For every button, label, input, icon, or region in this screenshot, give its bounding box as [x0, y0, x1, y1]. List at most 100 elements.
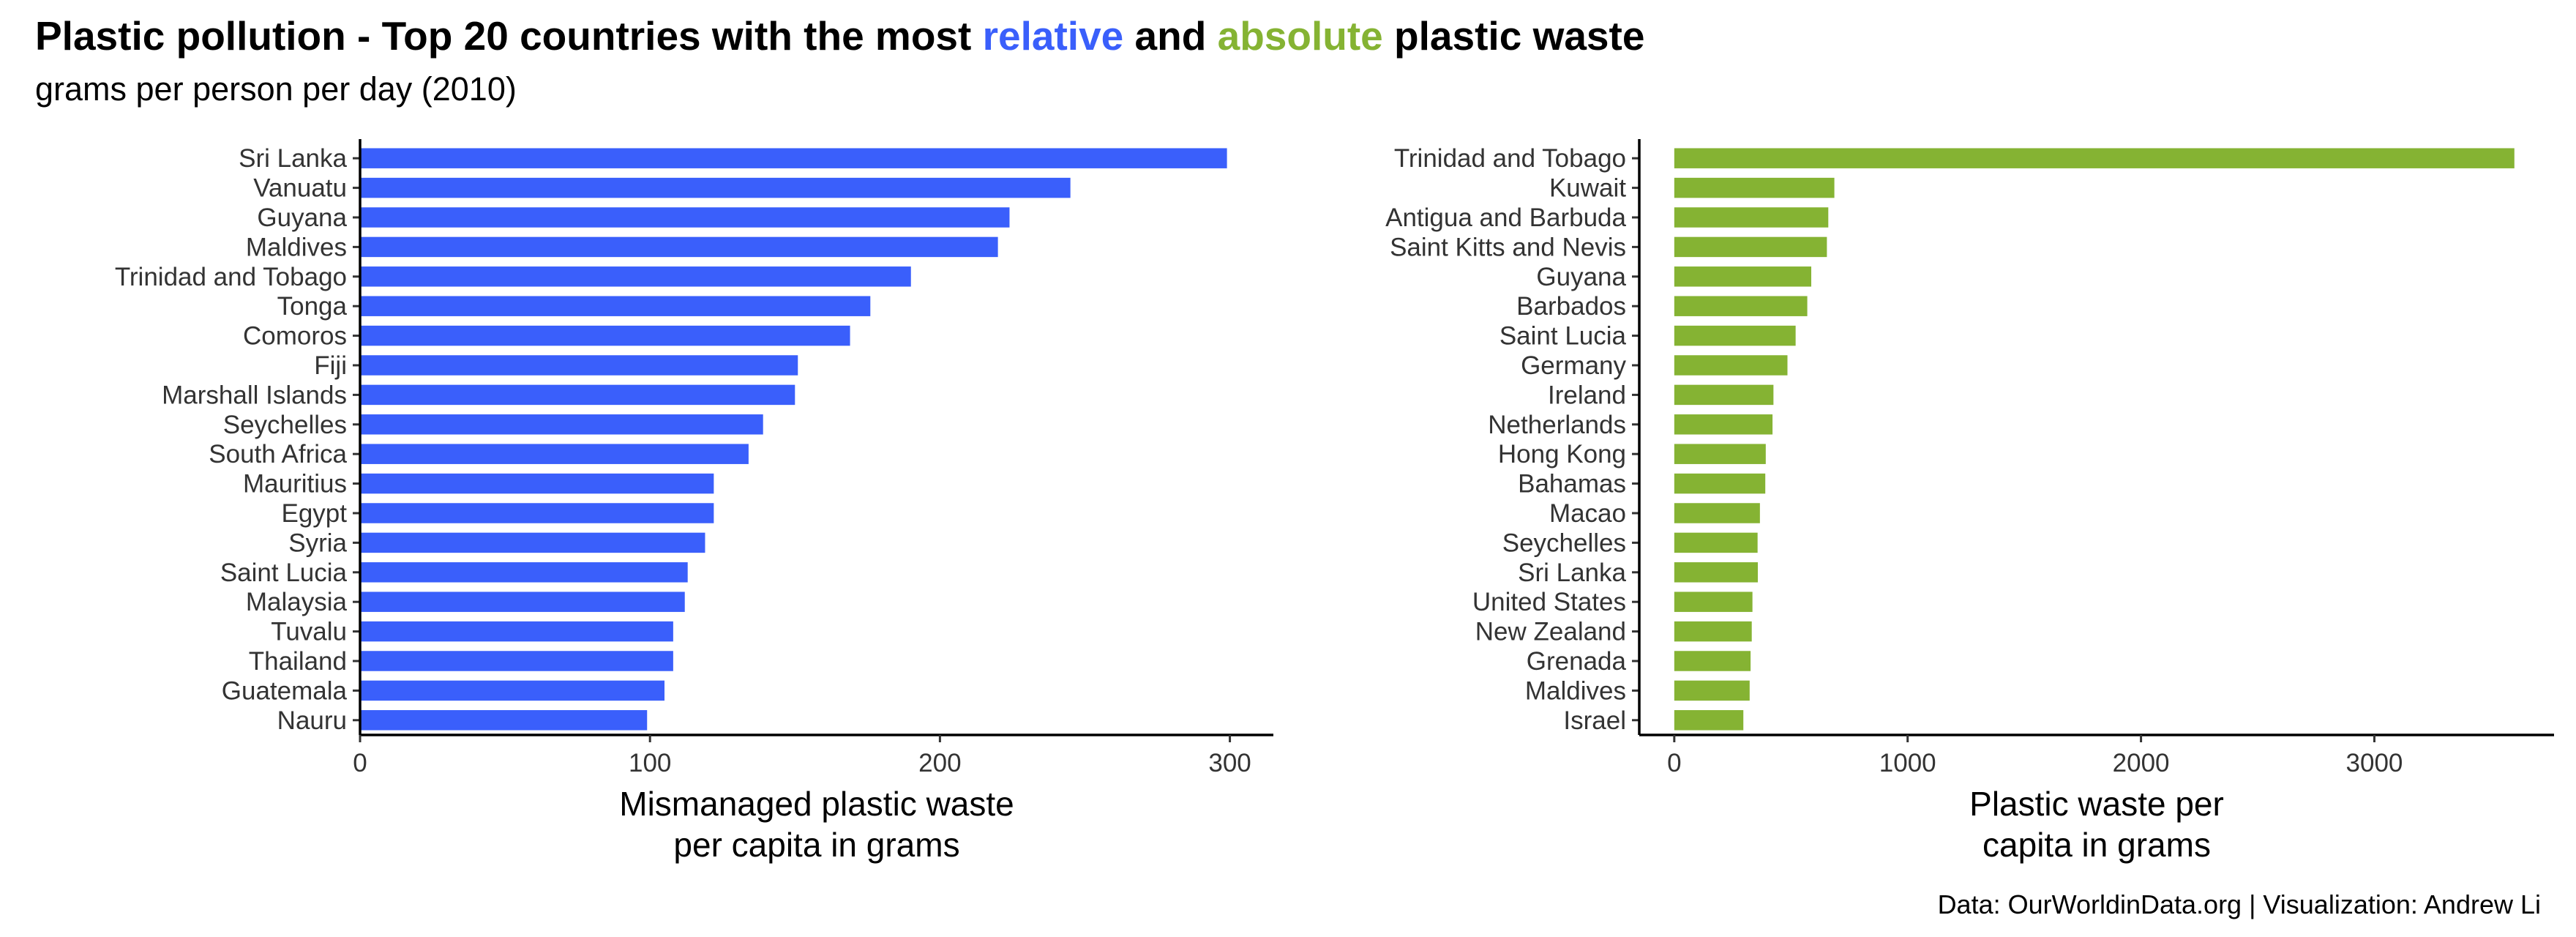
x-axis-label: per capita in grams [673, 826, 959, 864]
category-label: Antigua and Barbuda [1385, 204, 1626, 232]
category-label: Grenada [1527, 647, 1627, 676]
bar [360, 621, 673, 642]
bar [360, 177, 1071, 198]
category-label: Ireland [1548, 381, 1626, 409]
category-label: Syria [288, 529, 347, 557]
bar [360, 651, 673, 671]
category-label: Tonga [277, 292, 348, 321]
category-label: Macao [1549, 499, 1626, 528]
category-label: Maldives [1525, 676, 1626, 705]
bar [1674, 532, 1758, 553]
bar [360, 591, 685, 612]
bar [360, 562, 688, 583]
category-label: Israel [1563, 706, 1626, 735]
x-axis-label: Plastic waste per [1969, 785, 2224, 823]
x-tick-label: 100 [629, 749, 671, 777]
bar [1674, 473, 1766, 494]
category-label: Thailand [249, 647, 347, 676]
category-label: Guatemala [222, 676, 348, 705]
x-axis-label: capita in grams [1982, 826, 2211, 864]
category-label: Seychelles [1502, 529, 1626, 557]
bar [1674, 651, 1751, 671]
category-label: Netherlands [1488, 411, 1626, 439]
bar [360, 384, 795, 406]
category-label: Saint Kitts and Nevis [1390, 233, 1626, 261]
x-tick-label: 200 [918, 749, 961, 777]
bar [360, 296, 871, 316]
category-label: Mauritius [243, 470, 347, 499]
category-label: Saint Lucia [1499, 322, 1627, 351]
category-label: Egypt [282, 499, 348, 528]
chart-subtitle: grams per person per day (2010) [35, 70, 517, 108]
category-label: Guyana [1536, 263, 1626, 291]
category-label: Comoros [243, 322, 347, 351]
bar [360, 355, 798, 376]
category-label: New Zealand [1475, 618, 1626, 646]
bar [360, 444, 749, 464]
bar [360, 710, 648, 731]
bar [360, 680, 664, 701]
x-tick-label: 0 [353, 749, 367, 777]
bar [360, 266, 911, 287]
bar [1674, 236, 1827, 258]
category-label: Nauru [277, 706, 347, 735]
bar [1674, 148, 2515, 168]
bar [360, 207, 1010, 228]
x-tick-label: 300 [1208, 749, 1251, 777]
bar [1674, 444, 1766, 464]
bar [1674, 621, 1752, 642]
category-label: Sri Lanka [1518, 559, 1626, 587]
bar [360, 503, 714, 523]
category-label: Trinidad and Tobago [115, 263, 347, 291]
chart-caption: Data: OurWorldinData.org | Visualization… [1937, 889, 2541, 919]
category-label: Kuwait [1549, 174, 1626, 203]
category-label: Germany [1521, 351, 1626, 380]
bar [1674, 710, 1744, 731]
category-label: Seychelles [223, 411, 347, 439]
title-absolute-word: absolute [1217, 13, 1383, 59]
x-axis-label: Mismanaged plastic waste [619, 785, 1014, 823]
bar [360, 148, 1227, 168]
bar [1674, 296, 1808, 316]
category-label: Tuvalu [271, 618, 347, 646]
bar [360, 532, 705, 553]
category-label: United States [1472, 588, 1626, 616]
category-label: Sri Lanka [239, 144, 347, 173]
category-label: Marshall Islands [162, 381, 347, 409]
category-label: Malaysia [246, 588, 348, 616]
bar [360, 473, 714, 494]
category-label: Fiji [314, 351, 347, 380]
category-label: Barbados [1516, 292, 1626, 321]
bar [360, 325, 850, 346]
category-label: Saint Lucia [220, 559, 348, 587]
bar [1674, 355, 1788, 376]
title-mid: and [1123, 13, 1218, 59]
title-relative-word: relative [982, 13, 1124, 59]
category-label: Vanuatu [253, 174, 347, 203]
x-tick-label: 3000 [2346, 749, 2403, 777]
bar [1674, 384, 1774, 406]
category-label: Hong Kong [1498, 440, 1626, 468]
bar [360, 236, 998, 258]
bar [1674, 562, 1758, 583]
x-tick-label: 2000 [2113, 749, 2170, 777]
category-label: South Africa [209, 440, 347, 468]
bar [1674, 680, 1750, 701]
bar [1674, 414, 1773, 435]
bar [1674, 266, 1812, 287]
bar [1674, 207, 1829, 228]
bar [1674, 503, 1760, 523]
bar [1674, 591, 1753, 612]
chart-title: Plastic pollution - Top 20 countries wit… [35, 10, 1644, 61]
bar [1674, 325, 1796, 346]
bar [1674, 177, 1835, 198]
x-tick-label: 1000 [1879, 749, 1936, 777]
category-label: Bahamas [1518, 470, 1626, 499]
title-part2: plastic waste [1382, 13, 1645, 59]
category-label: Maldives [246, 233, 347, 261]
x-tick-label: 0 [1667, 749, 1681, 777]
category-label: Guyana [257, 204, 347, 232]
